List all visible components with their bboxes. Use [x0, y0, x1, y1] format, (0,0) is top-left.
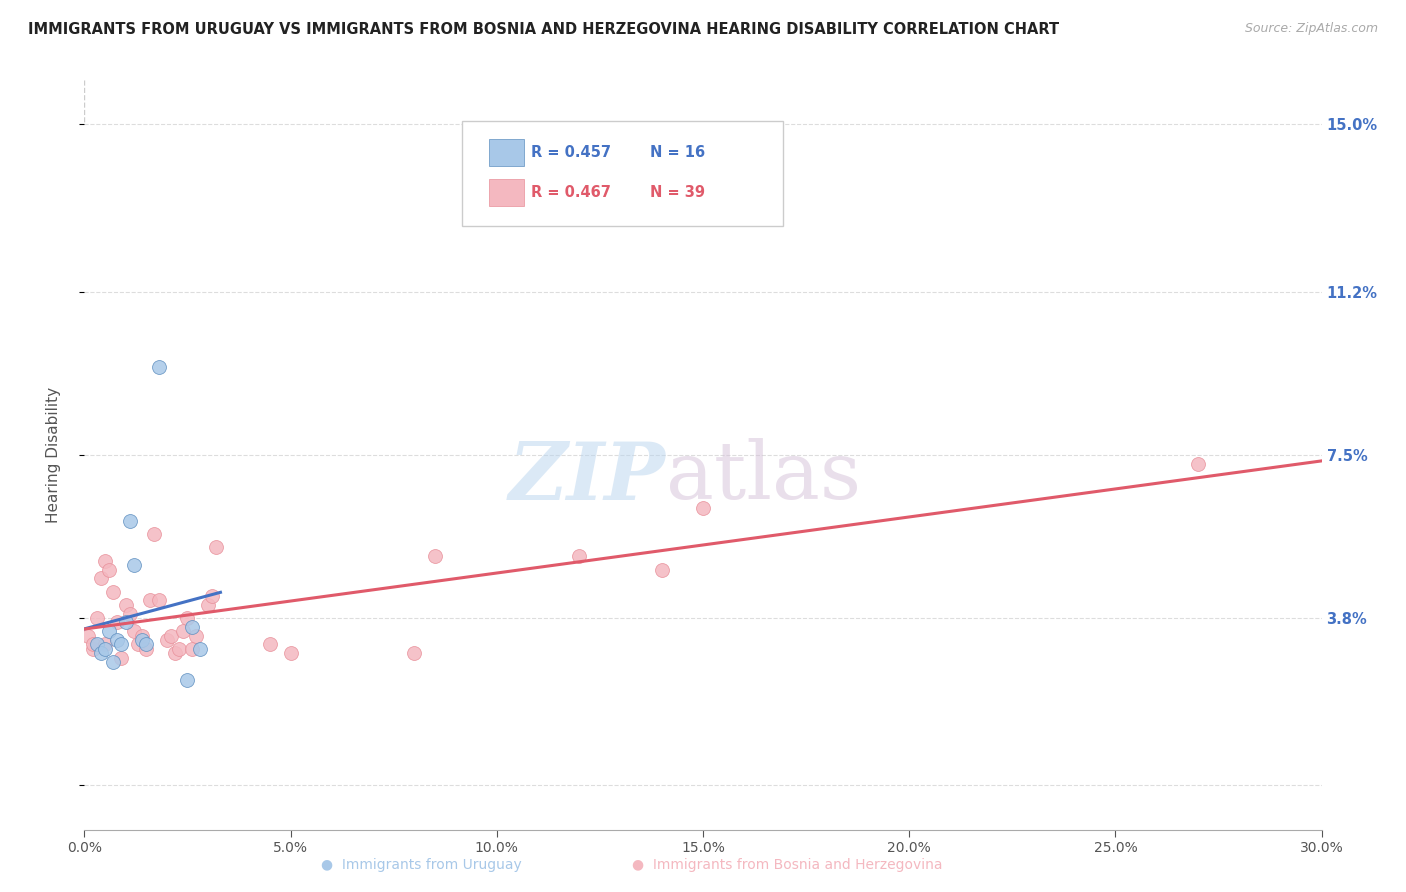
Point — [90, 571, 112, 585]
Text: R = 0.467: R = 0.467 — [531, 186, 610, 200]
Point — [90, 646, 112, 660]
Point — [86, 611, 108, 625]
Point — [135, 641, 157, 656]
Text: N = 16: N = 16 — [650, 145, 704, 161]
Point — [197, 598, 219, 612]
Point — [139, 593, 162, 607]
Point — [1187, 457, 1209, 471]
Point — [184, 629, 207, 643]
Point — [94, 641, 117, 656]
Bar — [489, 179, 523, 206]
Bar — [489, 139, 523, 167]
Point — [110, 650, 132, 665]
Point — [280, 646, 302, 660]
Text: Source: ZipAtlas.com: Source: ZipAtlas.com — [1244, 22, 1378, 36]
Point — [651, 562, 673, 576]
Point — [82, 641, 104, 656]
Point — [160, 629, 183, 643]
Point — [180, 620, 202, 634]
Text: ●  Immigrants from Bosnia and Herzegovina: ● Immigrants from Bosnia and Herzegovina — [633, 858, 942, 872]
Point — [77, 629, 100, 643]
Point — [131, 633, 153, 648]
Point — [165, 646, 187, 660]
Point — [105, 615, 128, 630]
Point — [118, 514, 141, 528]
Point — [404, 646, 426, 660]
Point — [110, 637, 132, 651]
Point — [103, 584, 125, 599]
Point — [423, 549, 446, 564]
Point — [114, 615, 136, 630]
Point — [148, 593, 170, 607]
Point — [122, 624, 145, 639]
Point — [568, 549, 591, 564]
Point — [176, 611, 198, 625]
Point — [118, 607, 141, 621]
Point — [167, 641, 190, 656]
Point — [94, 637, 117, 651]
Text: atlas: atlas — [666, 438, 860, 516]
Point — [180, 641, 202, 656]
Point — [82, 637, 104, 651]
Point — [86, 637, 108, 651]
Text: ZIP: ZIP — [509, 439, 666, 516]
Point — [172, 624, 194, 639]
Point — [156, 633, 179, 648]
Point — [98, 562, 121, 576]
Point — [201, 589, 224, 603]
FancyBboxPatch shape — [461, 121, 783, 227]
Point — [98, 624, 121, 639]
Text: IMMIGRANTS FROM URUGUAY VS IMMIGRANTS FROM BOSNIA AND HERZEGOVINA HEARING DISABI: IMMIGRANTS FROM URUGUAY VS IMMIGRANTS FR… — [28, 22, 1059, 37]
Point — [105, 633, 128, 648]
Point — [114, 598, 136, 612]
Point — [94, 554, 117, 568]
Point — [205, 541, 228, 555]
Point — [259, 637, 281, 651]
Text: R = 0.457: R = 0.457 — [531, 145, 612, 161]
Point — [143, 527, 166, 541]
Point — [131, 629, 153, 643]
Text: ●  Immigrants from Uruguay: ● Immigrants from Uruguay — [322, 858, 522, 872]
Point — [176, 673, 198, 687]
Point — [188, 641, 211, 656]
Point — [135, 637, 157, 651]
Point — [692, 500, 714, 515]
Y-axis label: Hearing Disability: Hearing Disability — [46, 387, 60, 523]
Point — [103, 655, 125, 669]
Point — [122, 558, 145, 573]
Point — [127, 637, 149, 651]
Text: N = 39: N = 39 — [650, 186, 704, 200]
Point — [148, 359, 170, 374]
